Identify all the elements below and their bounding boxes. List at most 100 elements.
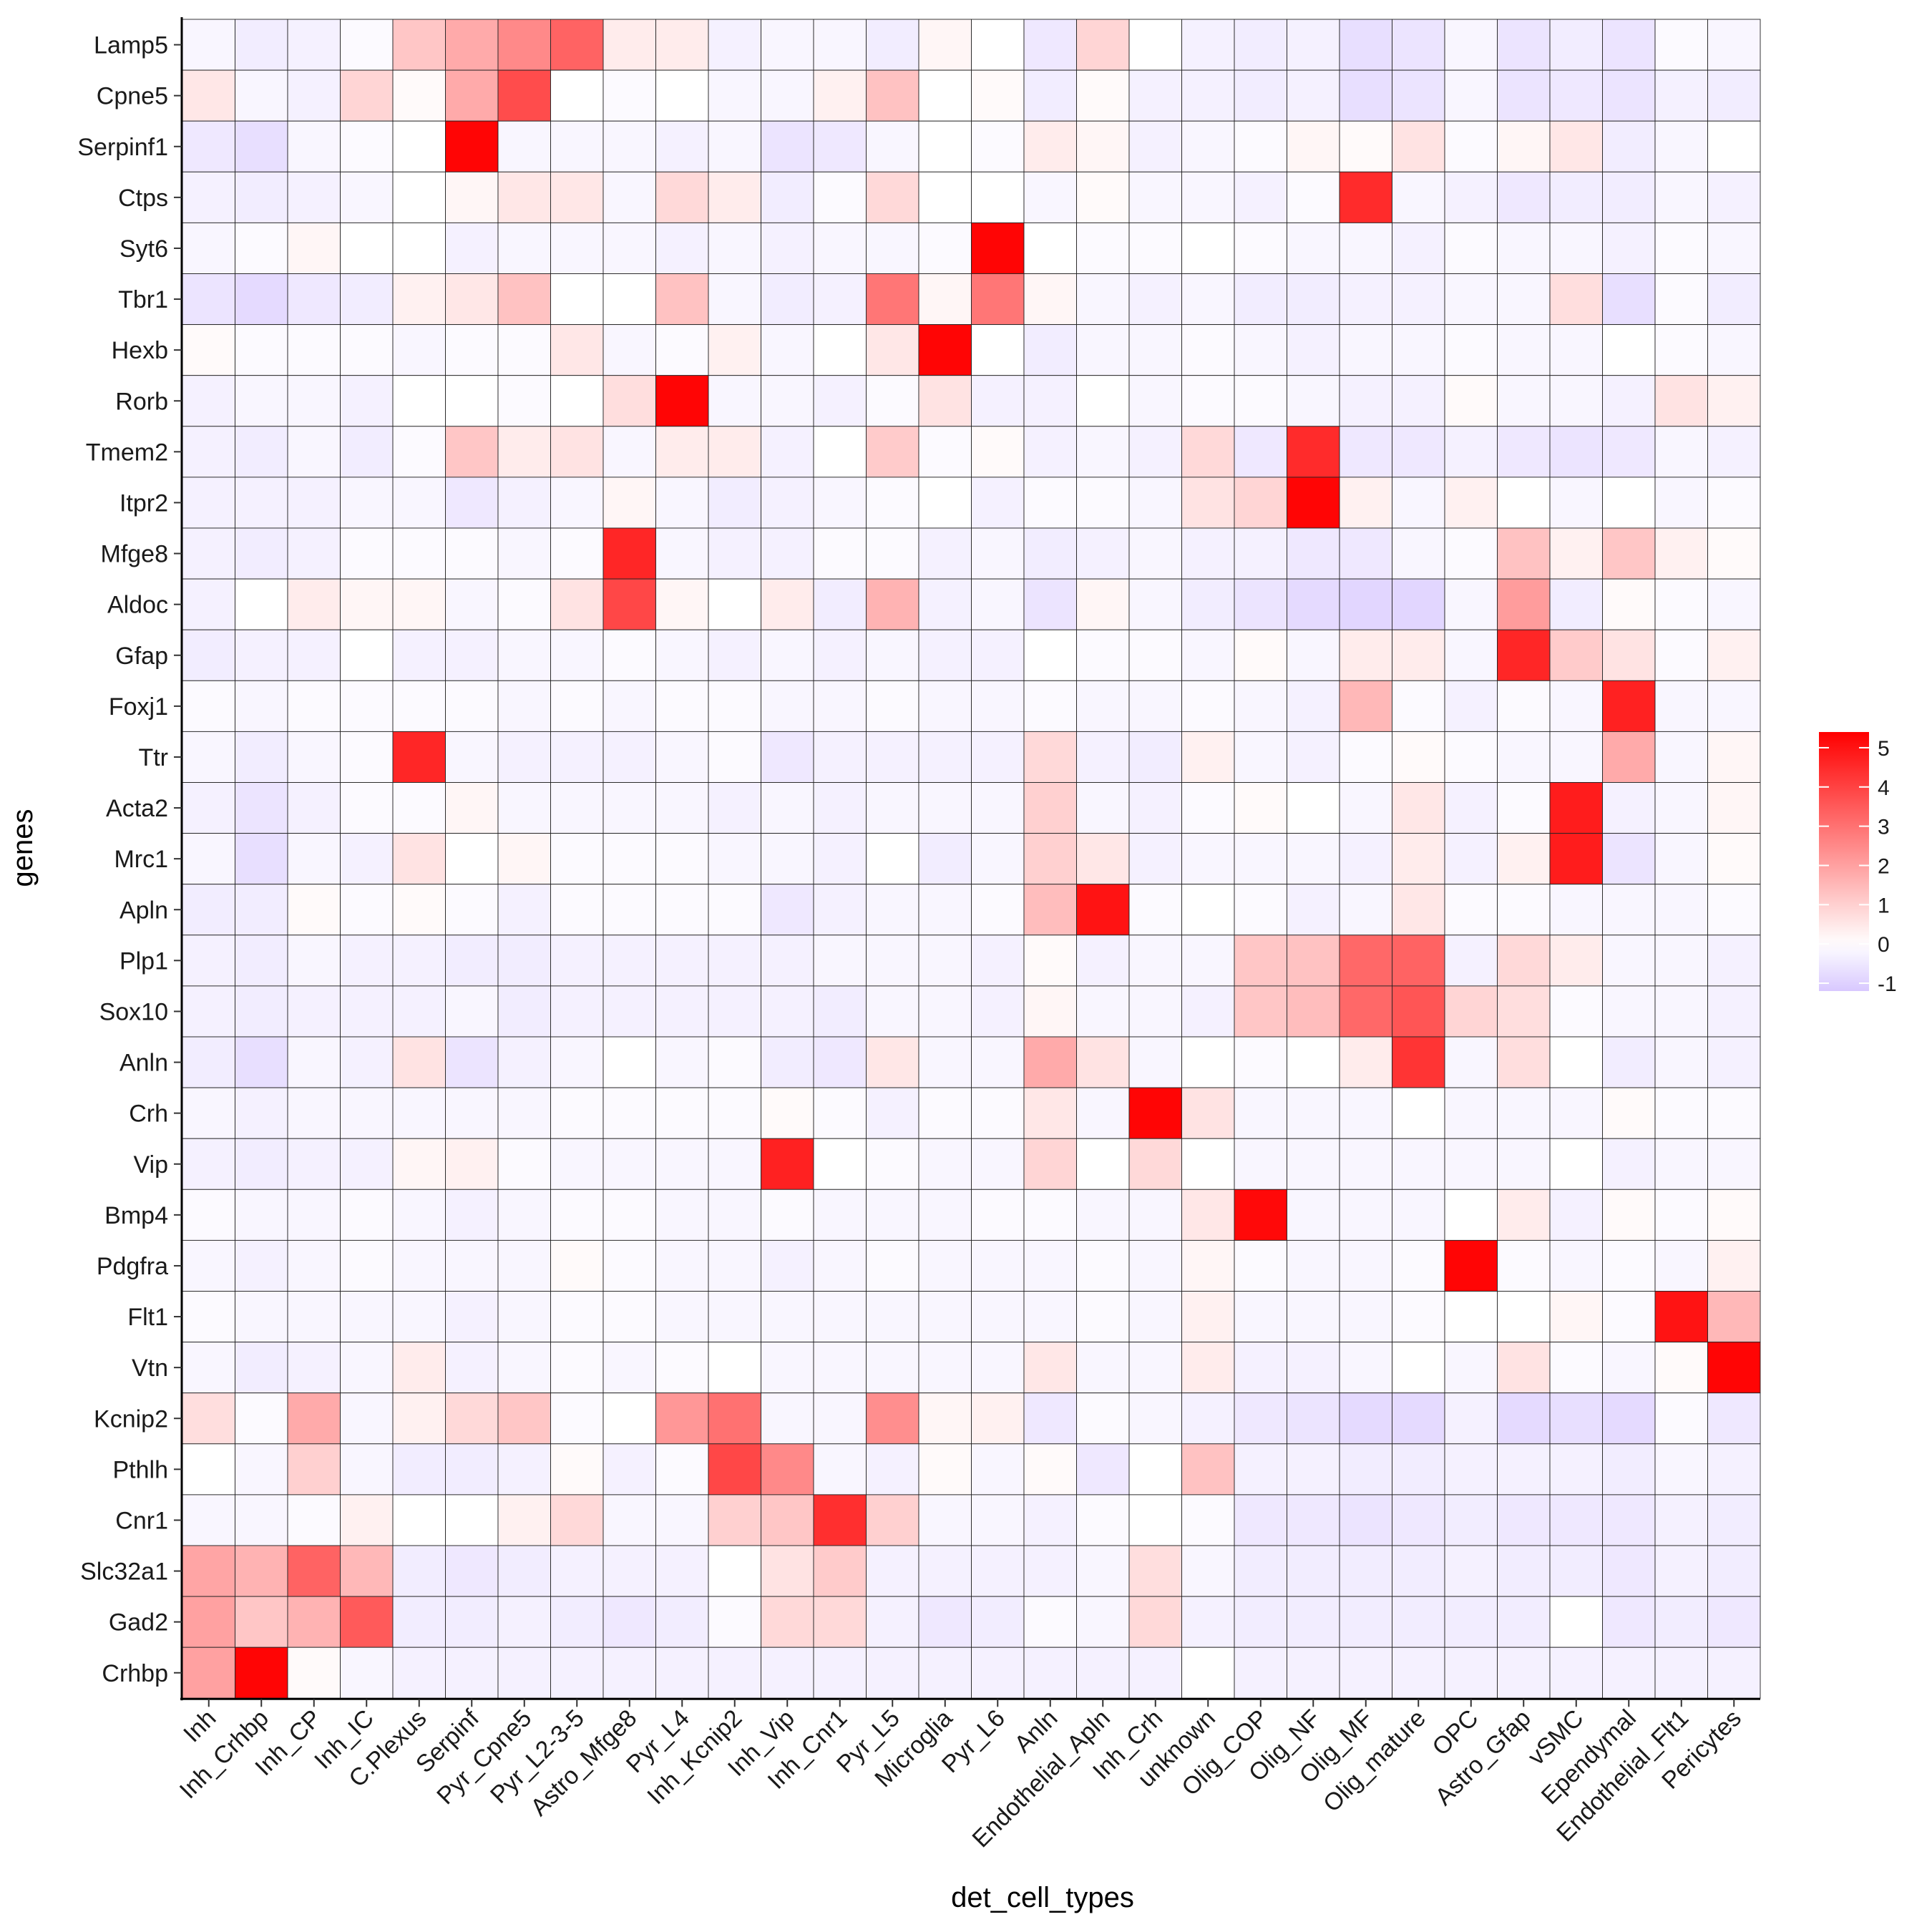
heatmap-cell	[1287, 426, 1340, 478]
heatmap-cell	[1234, 69, 1287, 122]
heatmap-cell	[1497, 120, 1551, 172]
heatmap-cell	[340, 1494, 394, 1546]
heatmap-cell	[1392, 935, 1445, 987]
heatmap-cell	[392, 833, 446, 885]
heatmap-cell	[550, 19, 604, 71]
heatmap-cell	[1497, 69, 1551, 122]
heatmap-cell	[918, 477, 972, 529]
heatmap-cell	[602, 1646, 656, 1699]
heatmap-cell	[761, 1646, 814, 1699]
heatmap-cell	[235, 375, 288, 427]
heatmap-cell	[602, 1596, 656, 1648]
heatmap-cell	[182, 1291, 235, 1343]
heatmap-cell	[655, 1036, 709, 1088]
heatmap-cell	[1076, 477, 1130, 529]
y-tick-label: Pthlh	[113, 1456, 169, 1483]
heatmap-cell	[1128, 1494, 1182, 1546]
heatmap-cell	[550, 833, 604, 885]
heatmap-cell	[1234, 1036, 1287, 1088]
heatmap-cell	[182, 884, 235, 936]
heatmap-cell	[1549, 782, 1603, 834]
heatmap-cell	[1339, 985, 1392, 1038]
heatmap-cell	[1128, 680, 1182, 732]
heatmap-cell	[1654, 19, 1708, 71]
heatmap-cell	[761, 1342, 814, 1394]
heatmap-cell	[497, 171, 551, 223]
y-tick-label: Bmp4	[104, 1202, 168, 1229]
heatmap-cell	[1497, 1342, 1551, 1394]
heatmap-cell	[182, 375, 235, 427]
heatmap-cell	[761, 884, 814, 936]
heatmap-cell	[550, 477, 604, 529]
y-tick-label: Plp1	[119, 947, 168, 975]
heatmap-cell	[708, 680, 761, 732]
heatmap-cell	[918, 1036, 972, 1088]
heatmap-cell	[1234, 527, 1287, 580]
heatmap-cell	[1602, 477, 1656, 529]
heatmap-cell	[1128, 1392, 1182, 1445]
heatmap-cell	[866, 1545, 919, 1597]
heatmap-cell	[1392, 426, 1445, 478]
heatmap-cell	[655, 1239, 709, 1292]
heatmap-cell	[1602, 1087, 1656, 1139]
heatmap-cell	[287, 1291, 341, 1343]
heatmap-cell	[1549, 1646, 1603, 1699]
heatmap-cell	[1287, 1291, 1340, 1343]
legend-tick-label: -1	[1878, 972, 1897, 996]
heatmap-cell	[235, 273, 288, 326]
heatmap-cell	[1287, 19, 1340, 71]
heatmap-cell	[1654, 273, 1708, 326]
heatmap-cell	[1023, 1239, 1077, 1292]
heatmap-cell	[340, 1189, 394, 1241]
heatmap-cell	[866, 1291, 919, 1343]
heatmap-cell	[1181, 629, 1235, 681]
heatmap-cell	[918, 1646, 972, 1699]
heatmap-cell	[1602, 833, 1656, 885]
heatmap-cell	[1076, 1342, 1130, 1394]
heatmap-cell	[235, 324, 288, 376]
heatmap-cell	[182, 1545, 235, 1597]
heatmap-cell	[1023, 833, 1077, 885]
heatmap-cell	[866, 1596, 919, 1648]
heatmap-cell	[1444, 782, 1498, 834]
heatmap-cell	[655, 629, 709, 681]
heatmap-cell	[1181, 1138, 1235, 1190]
heatmap-cell	[1444, 324, 1498, 376]
heatmap-cell	[497, 222, 551, 274]
heatmap-cell	[1602, 1545, 1656, 1597]
heatmap-cell	[813, 680, 867, 732]
heatmap-cell	[1444, 19, 1498, 71]
heatmap-cell	[602, 1239, 656, 1292]
heatmap-cell	[1181, 1596, 1235, 1648]
heatmap-cell	[550, 1087, 604, 1139]
heatmap-cell	[1707, 935, 1761, 987]
heatmap-cell	[1497, 680, 1551, 732]
heatmap-cell	[918, 629, 972, 681]
heatmap-cell	[1339, 1138, 1392, 1190]
heatmap-cell	[1392, 375, 1445, 427]
heatmap-cell	[1444, 1443, 1498, 1496]
heatmap-cell	[497, 1239, 551, 1292]
heatmap-cell	[1023, 1494, 1077, 1546]
heatmap-cell	[1602, 120, 1656, 172]
heatmap-cell	[813, 171, 867, 223]
heatmap-cell	[1497, 1239, 1551, 1292]
heatmap-cell	[550, 1443, 604, 1496]
heatmap-cell	[550, 273, 604, 326]
heatmap-cell	[287, 1443, 341, 1496]
heatmap-cell	[445, 426, 499, 478]
heatmap-cell	[761, 171, 814, 223]
heatmap-cell	[340, 629, 394, 681]
heatmap-cell	[1444, 1646, 1498, 1699]
heatmap-cell	[918, 426, 972, 478]
heatmap-cell	[866, 222, 919, 274]
heatmap-cell	[445, 1596, 499, 1648]
heatmap-cell	[1128, 222, 1182, 274]
heatmap-cell	[1654, 1036, 1708, 1088]
heatmap-cell	[1497, 629, 1551, 681]
heatmap-cell	[445, 985, 499, 1038]
heatmap-cell	[1444, 1291, 1498, 1343]
heatmap-cell	[918, 1494, 972, 1546]
heatmap-cell	[1654, 120, 1708, 172]
heatmap-cell	[1707, 1087, 1761, 1139]
